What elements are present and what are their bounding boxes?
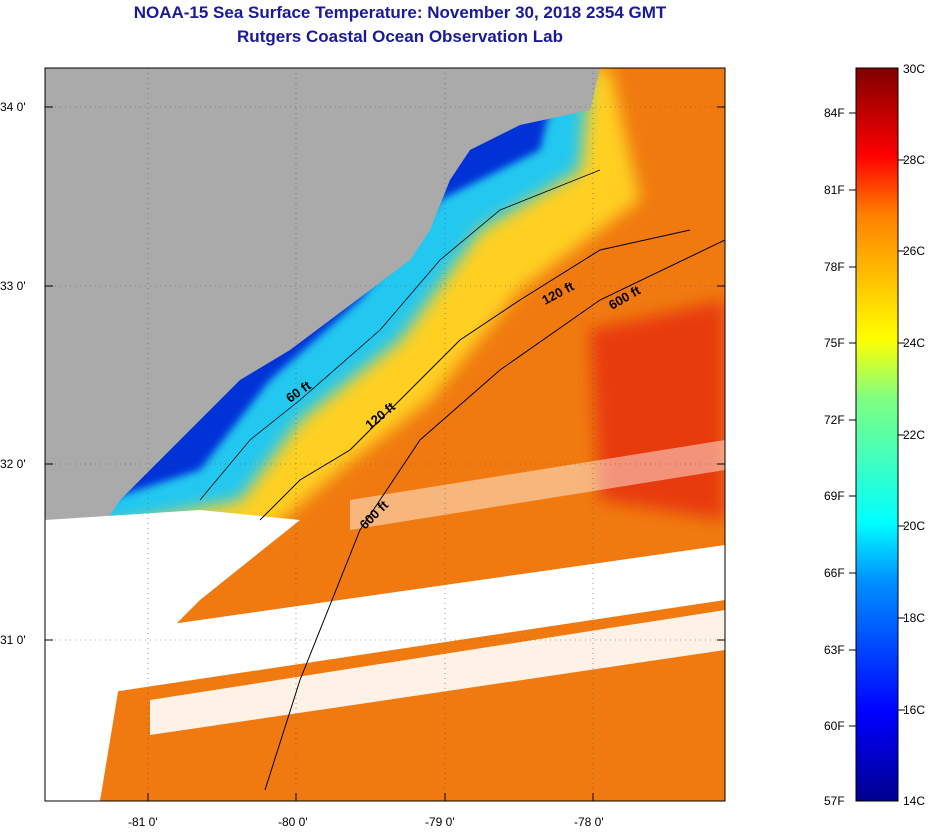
cloud-band-1 xyxy=(60,545,725,700)
cloud-speckle xyxy=(350,440,725,530)
colorbar-c-label: 18C xyxy=(903,611,925,625)
colorbar-c-label: 14C xyxy=(903,794,925,808)
colorbar-c-label: 24C xyxy=(903,336,925,350)
map-frame xyxy=(44,67,726,802)
colorbar-c-label: 16C xyxy=(903,703,925,717)
colorbar-f-label: 72F xyxy=(824,413,845,427)
colorbar-c-label: 28C xyxy=(903,153,925,167)
warm-eddy xyxy=(590,300,725,520)
colorbar-ticks xyxy=(849,112,905,727)
map-imagery: 120 ft 600 ft 60 ft 120 ft 600 ft xyxy=(45,68,725,801)
colorbar-f-label: 60F xyxy=(824,719,845,733)
cloud-band-2 xyxy=(150,610,725,735)
isobath-120ft xyxy=(259,229,691,521)
lon-label: -79 0' xyxy=(425,815,455,829)
colorbar-c-label: 20C xyxy=(903,519,925,533)
land-mass xyxy=(45,68,600,801)
lon-label: -81 0' xyxy=(128,815,158,829)
colorbar-c-label: 26C xyxy=(903,244,925,258)
lat-label: 32 0' xyxy=(0,457,26,471)
colorbar-f-label: 81F xyxy=(824,183,845,197)
map-ticks xyxy=(45,106,725,801)
isobath-600ft xyxy=(264,239,725,791)
lon-label: -78 0' xyxy=(574,815,604,829)
colorbar-f-label: 75F xyxy=(824,336,845,350)
colorbar-f-label: 63F xyxy=(824,643,845,657)
colorbar-f-label: 57F xyxy=(824,794,845,808)
isobath-60ft xyxy=(199,169,601,501)
chart-title: NOAA-15 Sea Surface Temperature: Novembe… xyxy=(133,3,667,22)
lon-label: -80 0' xyxy=(278,815,308,829)
colorbar-f-label: 78F xyxy=(824,260,845,274)
colorbar-c-label: 22C xyxy=(903,428,925,442)
cloud-sw xyxy=(45,510,300,801)
colorbar xyxy=(855,67,899,802)
lat-label: 31 0' xyxy=(0,633,26,647)
lat-label: 33 0' xyxy=(0,279,26,293)
chart-subtitle: Rutgers Coastal Ocean Observation Lab xyxy=(237,27,563,46)
lat-label: 34 0' xyxy=(0,100,26,114)
colorbar-f-label: 66F xyxy=(824,566,845,580)
graticule xyxy=(45,68,725,801)
colorbar-f-label: 69F xyxy=(824,489,845,503)
colorbar-f-label: 84F xyxy=(824,106,845,120)
colorbar-c-label: 30C xyxy=(903,62,925,76)
